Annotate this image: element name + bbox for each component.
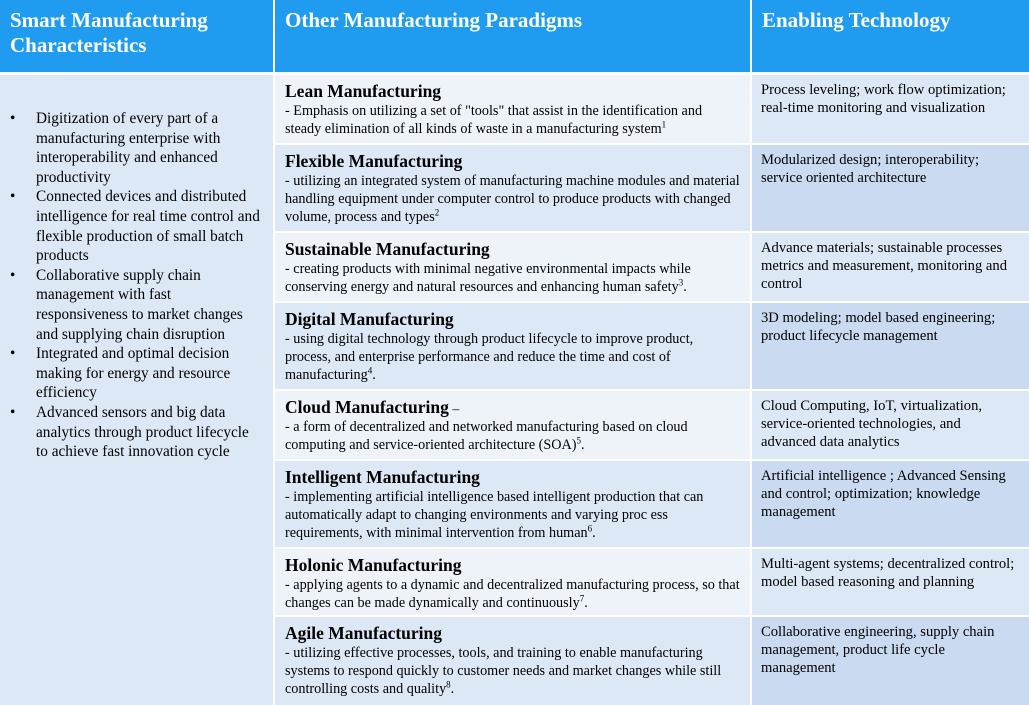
technology-cell: 3D modeling; model based engineering; pr… xyxy=(752,303,1029,389)
header-other-paradigms: Other Manufacturing Paradigms xyxy=(275,0,752,72)
paradigm-cell: Lean Manufacturing - Emphasis on utilizi… xyxy=(275,75,752,143)
table-header: Smart Manufacturing Characteristics Othe… xyxy=(0,0,1029,75)
paradigm-cell: Holonic Manufacturing - applying agents … xyxy=(275,549,752,615)
table-row: Flexible Manufacturing - utilizing an in… xyxy=(275,145,1029,233)
paradigm-name: Sustainable Manufacturing xyxy=(285,239,490,259)
paradigm-cell: Agile Manufacturing - utilizing effectiv… xyxy=(275,617,752,705)
table-row: Lean Manufacturing - Emphasis on utilizi… xyxy=(275,75,1029,145)
technology-cell: Cloud Computing, IoT, virtualization, se… xyxy=(752,391,1029,459)
paradigm-name: Cloud Manufacturing xyxy=(285,397,449,417)
paradigm-description: - creating products with minimal negativ… xyxy=(285,260,740,296)
paradigm-cell: Flexible Manufacturing - utilizing an in… xyxy=(275,145,752,231)
table-row: Intelligent Manufacturing - implementing… xyxy=(275,461,1029,549)
paradigm-desc-text: - Emphasis on utilizing a set of "tools"… xyxy=(285,103,703,137)
paradigm-name: Digital Manufacturing xyxy=(285,309,454,329)
paradigm-name: Flexible Manufacturing xyxy=(285,151,463,171)
table-row: Digital Manufacturing - using digital te… xyxy=(275,303,1029,391)
paradigm-name: Holonic Manufacturing xyxy=(285,555,462,575)
paradigm-desc-text: - implementing artificial intelligence b… xyxy=(285,489,704,541)
table-row: Cloud Manufacturing – - a form of decent… xyxy=(275,391,1029,461)
header-enabling-technology: Enabling Technology xyxy=(762,8,951,32)
paradigm-cell: Cloud Manufacturing – - a form of decent… xyxy=(275,391,752,459)
paradigm-cell: Intelligent Manufacturing - implementing… xyxy=(275,461,752,547)
reference-number: 4 xyxy=(367,365,373,376)
technology-cell: Process leveling; work flow optimization… xyxy=(752,75,1029,143)
paradigm-name: Intelligent Manufacturing xyxy=(285,467,480,487)
paradigm-desc-text: - creating products with minimal negativ… xyxy=(285,261,691,295)
paradigm-desc-tail: . xyxy=(592,525,596,541)
paradigm-description: - a form of decentralized and networked … xyxy=(285,418,740,454)
paradigm-desc-tail: . xyxy=(581,437,585,453)
reference-number: 7 xyxy=(579,593,585,604)
paradigm-desc-text: - utilizing effective processes, tools, … xyxy=(285,645,722,697)
technology-cell: Modularized design; interoperability; se… xyxy=(752,145,1029,231)
table-row: Sustainable Manufacturing - creating pro… xyxy=(275,233,1029,303)
characteristics-list: Digitization of every part of a manufact… xyxy=(10,109,263,462)
paradigm-name: Agile Manufacturing xyxy=(285,623,443,643)
reference-number: 2 xyxy=(434,207,440,218)
table-row: Holonic Manufacturing - applying agents … xyxy=(275,549,1029,617)
list-item: Integrated and optimal decision making f… xyxy=(10,344,263,403)
reference-number: 6 xyxy=(587,523,593,534)
technology-cell: Artificial intelligence ; Advanced Sensi… xyxy=(752,461,1029,547)
paradigm-description: - Emphasis on utilizing a set of "tools"… xyxy=(285,102,740,138)
characteristics-column: Digitization of every part of a manufact… xyxy=(0,75,275,705)
paradigm-desc-tail: . xyxy=(683,279,687,295)
paradigm-description: - utilizing an integrated system of manu… xyxy=(285,172,740,226)
list-item: Advanced sensors and big data analytics … xyxy=(10,403,263,462)
list-item: Digitization of every part of a manufact… xyxy=(10,109,263,187)
paradigm-desc-text: - using digital technology through produ… xyxy=(285,331,694,383)
paradigm-name: Lean Manufacturing xyxy=(285,81,442,101)
header-smart-characteristics: Smart Manufacturing Characteristics xyxy=(0,0,275,72)
table-row: Agile Manufacturing - utilizing effectiv… xyxy=(275,617,1029,705)
reference-number: 1 xyxy=(661,119,667,130)
paradigm-cell: Digital Manufacturing - using digital te… xyxy=(275,303,752,389)
paradigm-desc-text: - applying agents to a dynamic and decen… xyxy=(285,577,740,611)
list-item: Collaborative supply chain management wi… xyxy=(10,266,263,344)
paradigm-dash: – xyxy=(448,402,460,417)
paradigm-desc-tail: . xyxy=(584,595,588,611)
list-item: Connected devices and distributed intell… xyxy=(10,187,263,265)
technology-cell: Advance materials; sustainable processes… xyxy=(752,233,1029,301)
reference-number: 5 xyxy=(576,435,582,446)
technology-cell: Collaborative engineering, supply chain … xyxy=(752,617,1029,705)
reference-number: 8 xyxy=(446,679,451,690)
paradigm-description: - applying agents to a dynamic and decen… xyxy=(285,576,740,612)
paradigm-description: - utilizing effective processes, tools, … xyxy=(285,644,740,698)
paradigm-desc-tail: . xyxy=(450,681,455,697)
reference-number: 3 xyxy=(678,277,684,288)
paradigm-rows: Lean Manufacturing - Emphasis on utilizi… xyxy=(275,75,1029,705)
paradigm-desc-tail: . xyxy=(372,367,376,383)
paradigm-description: - using digital technology through produ… xyxy=(285,330,740,384)
technology-cell: Multi-agent systems; decentralized contr… xyxy=(752,549,1029,615)
paradigm-description: - implementing artificial intelligence b… xyxy=(285,488,740,542)
paradigm-cell: Sustainable Manufacturing - creating pro… xyxy=(275,233,752,301)
paradigm-desc-text: - a form of decentralized and networked … xyxy=(285,419,688,453)
paradigm-desc-text: - utilizing an integrated system of manu… xyxy=(285,173,740,225)
